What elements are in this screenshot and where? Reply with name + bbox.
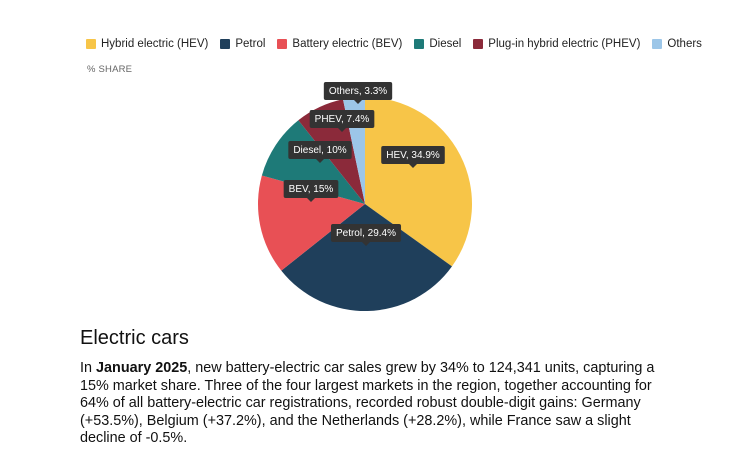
legend-label: Battery electric (BEV) bbox=[292, 38, 403, 50]
label-box bbox=[323, 82, 393, 100]
data-label: Diesel, 10% bbox=[288, 141, 352, 163]
legend-item: Diesel bbox=[414, 38, 461, 50]
paragraph: In January 2025, new battery-electric ca… bbox=[80, 360, 670, 448]
data-label-text: Diesel, 10% bbox=[293, 145, 346, 156]
legend-swatch bbox=[220, 39, 231, 49]
legend: Hybrid electric (HEV) Petrol Battery elect… bbox=[86, 38, 702, 50]
text: In bbox=[80, 360, 93, 376]
legend-swatch bbox=[277, 39, 288, 49]
label-box bbox=[309, 110, 375, 128]
legend-label: Plug-in hybrid electric (PHEV) bbox=[488, 38, 641, 50]
legend-label: Hybrid electric (HEV) bbox=[101, 38, 209, 50]
section-heading: Electric cars bbox=[80, 327, 189, 349]
data-label-text: HEV, 34.9% bbox=[386, 150, 440, 161]
label-box bbox=[381, 146, 445, 164]
data-label-text: Petrol, 29.4% bbox=[336, 228, 396, 239]
data-label-text: BEV, 15% bbox=[289, 184, 334, 195]
data-label-text: PHEV, 7.4% bbox=[315, 114, 370, 125]
legend-label: Petrol bbox=[235, 38, 266, 50]
bold-text: January 2025 bbox=[96, 360, 188, 376]
text: , new battery-electric car sales grew by… bbox=[80, 360, 655, 447]
data-label: BEV, 15% bbox=[283, 180, 339, 202]
legend-swatch bbox=[414, 39, 425, 49]
pie-slice bbox=[281, 204, 452, 311]
label-pointer bbox=[354, 100, 362, 104]
data-label-text: Others, 3.3% bbox=[329, 86, 387, 97]
pie-slice bbox=[257, 175, 365, 271]
legend-label: Others bbox=[667, 38, 702, 50]
legend-swatch bbox=[652, 39, 663, 49]
legend-swatch bbox=[473, 39, 484, 49]
data-label: Petrol, 29.4% bbox=[330, 224, 402, 246]
data-label: HEV, 34.9% bbox=[381, 146, 445, 168]
label-box bbox=[283, 180, 339, 198]
chart-subtitle: % SHARE bbox=[87, 64, 133, 75]
data-label: Others, 3.3% bbox=[323, 82, 393, 104]
label-box bbox=[330, 224, 402, 242]
data-label: PHEV, 7.4% bbox=[309, 110, 375, 132]
legend-item: Hybrid electric (HEV) bbox=[86, 38, 208, 50]
label-pointer bbox=[338, 128, 346, 132]
legend-item: Petrol bbox=[220, 38, 265, 50]
legend-item: Battery electric (BEV) bbox=[277, 38, 402, 50]
chart: HEV, 34.9% Petrol, 29.4% BEV, 15% Diesel, 1… bbox=[257, 82, 472, 311]
label-pointer bbox=[362, 242, 370, 246]
legend-swatch bbox=[86, 39, 96, 49]
label-pointer bbox=[316, 159, 324, 163]
legend-item: Plug-in hybrid electric (PHEV) bbox=[473, 38, 640, 50]
label-pointer bbox=[409, 164, 417, 168]
label-box bbox=[288, 141, 352, 159]
pie-slice bbox=[365, 97, 472, 267]
label-pointer bbox=[307, 198, 315, 202]
pie-slice bbox=[261, 120, 365, 204]
legend-label: Diesel bbox=[429, 38, 462, 50]
legend-item: Others bbox=[652, 38, 702, 50]
